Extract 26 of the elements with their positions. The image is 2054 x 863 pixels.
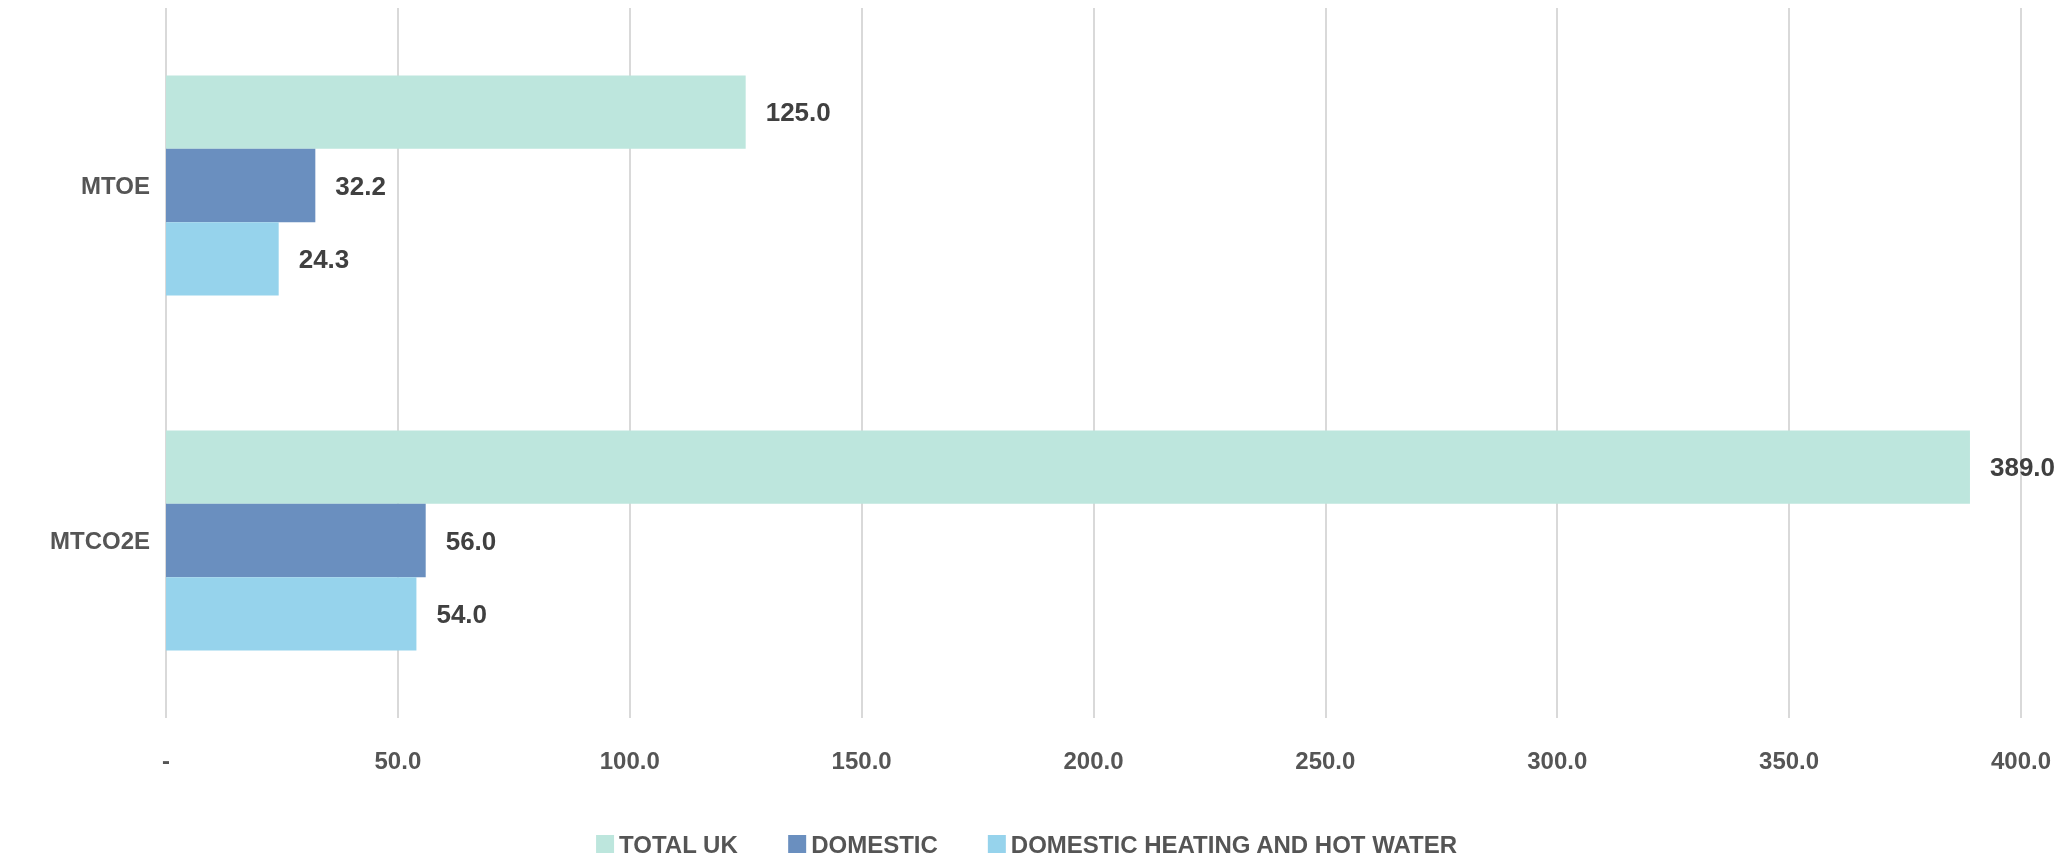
x-tick-label: 100.0	[599, 746, 660, 774]
bar	[166, 503, 426, 578]
x-tick-label: 250.0	[1295, 746, 1356, 774]
y-tick-label: MTOE	[81, 172, 150, 199]
bar	[166, 577, 417, 651]
data-label: 125.0	[765, 97, 831, 128]
data-label: 389.0	[1989, 452, 2054, 483]
legend-label: DOMESTIC HEATING AND HOT WATER	[1010, 830, 1458, 858]
data-label: 24.3	[298, 243, 350, 274]
legend-label: TOTAL UK	[619, 830, 739, 858]
y-tick-label: MTCO2E	[49, 527, 150, 554]
legend-label: DOMESTIC	[811, 830, 938, 858]
x-tick-label: 350.0	[1759, 746, 1820, 774]
data-label: 56.0	[445, 525, 497, 556]
bar	[166, 222, 279, 296]
data-label: 32.2	[335, 170, 386, 201]
x-tick-label: 300.0	[1527, 746, 1588, 774]
bar	[166, 430, 1970, 504]
x-tick-label: 400.0	[1990, 746, 2051, 774]
bar	[166, 148, 316, 223]
x-tick-label: -	[162, 746, 170, 774]
x-tick-label: 200.0	[1063, 746, 1124, 774]
x-tick-label: 150.0	[831, 746, 892, 774]
data-label: 54.0	[436, 598, 488, 629]
x-tick-label: 50.0	[374, 746, 422, 774]
bar	[166, 75, 746, 149]
